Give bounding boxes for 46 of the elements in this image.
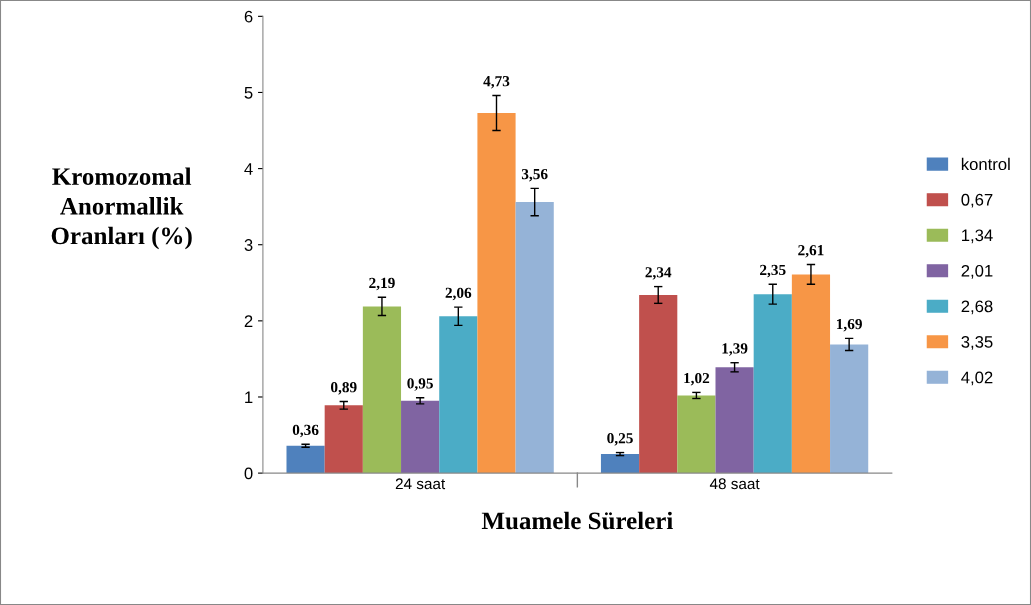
y-tick-label: 1 <box>245 391 253 404</box>
legend-label: kontrol <box>961 157 1010 171</box>
data-label: 2,34 <box>645 267 672 280</box>
y-tick-label: 2 <box>244 315 253 327</box>
x-axis-title: Muamele Süreleri <box>481 511 673 530</box>
y-axis-title: Kromozomal Anormallik Oranları (%) <box>51 167 192 250</box>
data-label: 1,69 <box>837 318 862 332</box>
bar <box>715 367 754 474</box>
legend-label: 1,34 <box>962 229 993 244</box>
legend-label: 3,35 <box>961 335 993 350</box>
data-label: 2,06 <box>445 287 472 301</box>
data-label: 3,56 <box>521 168 548 182</box>
bar <box>477 113 516 474</box>
data-label: 1,39 <box>722 343 748 356</box>
legend-label: 2,01 <box>961 264 993 279</box>
bar <box>830 344 869 474</box>
data-label: 4,73 <box>483 76 510 89</box>
bar <box>753 294 792 474</box>
data-label: 2,19 <box>369 277 395 291</box>
legend-label: 0,67 <box>961 193 993 208</box>
y-tick-label: 3 <box>244 239 253 251</box>
bar <box>286 445 325 474</box>
x-tick-label: 24 saat <box>395 478 446 490</box>
bar <box>639 294 678 474</box>
y-tick-label: 5 <box>244 87 253 99</box>
bar <box>324 405 363 474</box>
y-tick-label: 4 <box>244 163 253 175</box>
y-tick-label: 0 <box>244 467 253 480</box>
data-label: 0,36 <box>292 424 319 438</box>
legend-label: 2,68 <box>961 300 993 315</box>
data-label: 1,02 <box>684 372 710 386</box>
bar <box>362 306 402 474</box>
bar <box>677 395 716 474</box>
x-tick-label: 48 saat <box>709 478 760 490</box>
bar <box>401 400 440 474</box>
data-label: 0,89 <box>330 382 357 395</box>
bar <box>515 202 554 474</box>
data-label: 2,61 <box>798 245 824 258</box>
bar <box>791 274 831 474</box>
bar <box>439 316 478 474</box>
data-label: 0,95 <box>407 378 433 391</box>
y-tick-label: 6 <box>244 10 253 23</box>
data-label: 2,35 <box>760 264 786 278</box>
legend-label: 4,02 <box>961 371 993 386</box>
data-label: 0,25 <box>607 433 633 446</box>
bar <box>600 454 640 474</box>
